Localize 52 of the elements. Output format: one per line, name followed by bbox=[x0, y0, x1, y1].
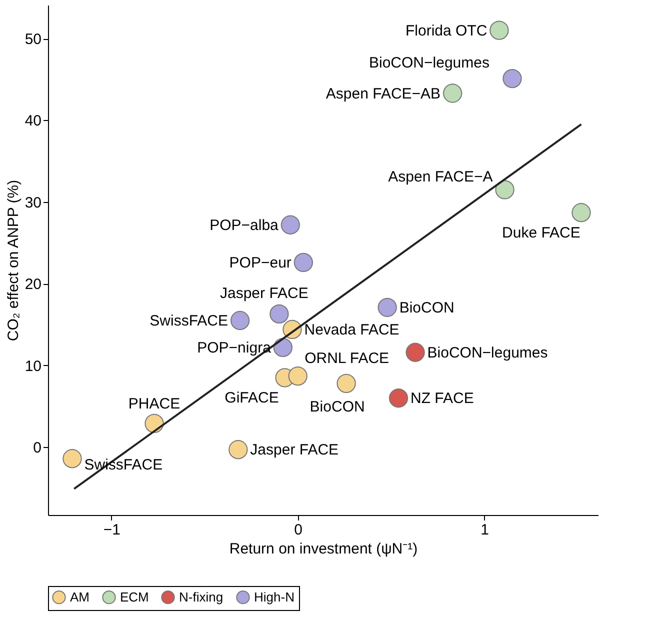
x-tick-label: 1 bbox=[480, 522, 489, 538]
data-label: GiFACE bbox=[224, 390, 279, 407]
point bbox=[495, 180, 514, 200]
legend-label: ECM bbox=[120, 589, 149, 604]
x-tick-label: −1 bbox=[103, 522, 120, 538]
y-tick-label: 50 bbox=[24, 31, 42, 48]
y-tick-label: 0 bbox=[33, 440, 42, 457]
point bbox=[288, 366, 308, 386]
data-label: SwissFACE bbox=[150, 312, 228, 330]
point bbox=[388, 388, 408, 408]
data-label: Jasper FACE bbox=[220, 284, 308, 302]
point bbox=[336, 374, 356, 393]
point bbox=[273, 338, 292, 358]
data-label: ORNL FACE bbox=[304, 350, 390, 368]
data-label: Duke FACE bbox=[502, 224, 580, 242]
point bbox=[144, 414, 164, 434]
point bbox=[572, 203, 591, 222]
legend-label: AM bbox=[70, 589, 90, 604]
point bbox=[378, 298, 397, 317]
point bbox=[280, 215, 300, 234]
data-label: POP−alba bbox=[210, 216, 280, 234]
data-label: BioCON−legumes bbox=[427, 344, 548, 362]
x-tick-label: 0 bbox=[294, 522, 302, 538]
data-label: POP−eur bbox=[229, 254, 292, 272]
point bbox=[490, 20, 509, 40]
data-label: BioCON bbox=[399, 299, 454, 316]
y-axis-title: CO₂ effect on ANPP (%) bbox=[4, 180, 22, 342]
data-label: BioCON−legumes bbox=[369, 54, 490, 72]
point bbox=[270, 304, 289, 324]
x-axis-title: Return on investment (ψN⁻¹) bbox=[229, 540, 418, 558]
data-label: BioCON bbox=[310, 398, 365, 416]
point bbox=[62, 449, 82, 468]
y-tick-label: 20 bbox=[24, 276, 42, 294]
point bbox=[406, 342, 425, 362]
legend-label: N-fixing bbox=[179, 589, 224, 604]
data-label: Aspen FACE−A bbox=[388, 168, 493, 186]
data-label: Florida OTC bbox=[406, 22, 488, 40]
point bbox=[230, 310, 250, 330]
data-label: Jasper FACE bbox=[250, 442, 339, 459]
point bbox=[228, 440, 248, 460]
y-tick-label: 40 bbox=[24, 112, 42, 130]
point bbox=[294, 252, 314, 272]
data-label: Aspen FACE−AB bbox=[326, 85, 441, 102]
data-label: Nevada FACE bbox=[304, 321, 400, 338]
data-label: POP−nigra bbox=[197, 339, 272, 356]
y-tick-label: 30 bbox=[24, 194, 42, 212]
data-label: NZ FACE bbox=[410, 390, 474, 408]
legend-label: High-N bbox=[254, 589, 294, 604]
point bbox=[442, 84, 462, 103]
data-label: PHACE bbox=[128, 395, 180, 412]
point bbox=[502, 68, 522, 88]
y-tick-label: 10 bbox=[24, 358, 42, 375]
